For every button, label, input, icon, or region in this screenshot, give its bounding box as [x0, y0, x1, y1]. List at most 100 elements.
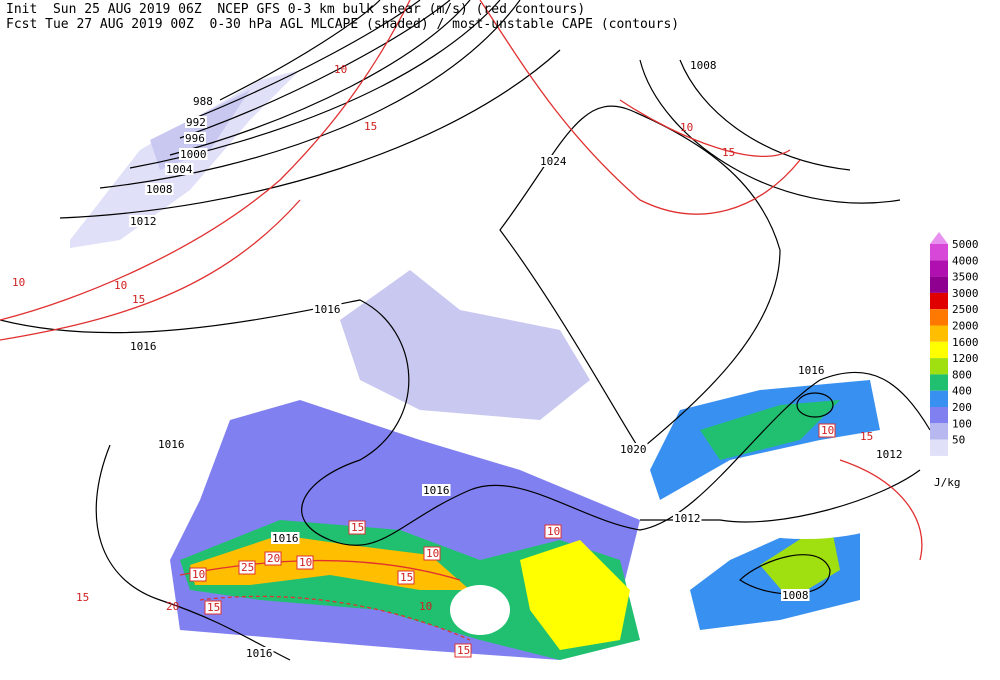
label-bg	[619, 443, 648, 455]
isobar-label: 1016	[158, 438, 185, 451]
shear-label: 15	[76, 591, 89, 604]
isobar-label: 1000	[180, 148, 207, 161]
label-bg	[145, 183, 174, 195]
contour-labels: 9889929961000100410081012101610161016101…	[12, 59, 904, 660]
shear-label: 15	[364, 120, 377, 133]
colorbar-label: 5000	[952, 238, 979, 251]
isobar-label: 1016	[272, 532, 299, 545]
colorbar-swatch	[930, 292, 948, 310]
label-box	[818, 423, 836, 438]
shear-label: 10	[12, 276, 25, 289]
label-bg	[129, 340, 158, 352]
label-bg	[875, 448, 904, 460]
isobar-label: 1008	[782, 589, 809, 602]
label-bg	[129, 215, 158, 227]
colorbar-swatch	[930, 407, 948, 424]
label-box	[423, 546, 441, 561]
shear-label: 15	[132, 293, 145, 306]
label-bg	[245, 647, 274, 659]
header-line: Init Sun 25 AUG 2019 06Z NCEP GFS 0-3 km…	[6, 2, 585, 17]
label-bg	[157, 438, 186, 450]
colorbar-label: 2500	[952, 303, 979, 316]
colorbar-label: 800	[952, 368, 972, 381]
label-box	[204, 600, 222, 615]
shear-label: 10	[299, 556, 312, 569]
label-bg	[422, 484, 451, 496]
shear-label: 15	[400, 571, 413, 584]
shear-contours	[0, 0, 923, 641]
label-bg	[179, 148, 208, 160]
label-bg	[673, 512, 702, 524]
shear-label: 15	[860, 430, 873, 443]
isobar-label: 1020	[620, 443, 647, 456]
shear-label: 10	[192, 568, 205, 581]
colorbar-label: 4000	[952, 254, 979, 267]
shear-label: 10	[547, 525, 560, 538]
isobar-label: 1012	[876, 448, 903, 461]
colorbar-swatch	[930, 374, 948, 391]
label-bg	[185, 116, 207, 128]
label-box	[296, 555, 314, 570]
isobar-label: 1024	[540, 155, 567, 168]
isobar-label: 1004	[166, 163, 193, 176]
label-bg	[539, 155, 568, 167]
shear-label: 10	[114, 279, 127, 292]
isobar-label: 1008	[146, 183, 173, 196]
colorbar-swatch	[930, 341, 948, 359]
isobar-label: 1016	[314, 303, 341, 316]
colorbar-swatch	[930, 325, 948, 342]
label-box	[189, 567, 207, 582]
colorbar-arrow	[930, 232, 948, 244]
colorbar-label: 3000	[952, 287, 979, 300]
colorbar-label: 2000	[952, 320, 979, 333]
shear-label: 10	[680, 121, 693, 134]
label-bg	[192, 95, 214, 107]
shear-label: 15	[457, 644, 470, 657]
colorbar-label: 1600	[952, 336, 979, 349]
isobar-label: 1016	[423, 484, 450, 497]
colorbar-swatch	[930, 423, 948, 440]
colorbar-label: 1200	[952, 352, 979, 365]
shear-label: 10	[821, 424, 834, 437]
label-bg	[184, 132, 206, 144]
isobar-label: 1016	[130, 340, 157, 353]
label-bg	[271, 532, 300, 544]
label-bg	[689, 59, 718, 71]
shear-label: 15	[207, 601, 220, 614]
colorbar-units: J/kg	[934, 476, 961, 489]
colorbar-swatch	[930, 309, 948, 326]
header-line: Fcst Tue 27 AUG 2019 00Z 0-30 hPa AGL ML…	[6, 17, 679, 32]
shear-label: 25	[241, 561, 254, 574]
colorbar-label: 200	[952, 401, 972, 414]
isobar-label: 996	[185, 132, 205, 145]
colorbar-swatch	[930, 260, 948, 277]
isobar-label: 992	[186, 116, 206, 129]
label-box	[397, 570, 415, 585]
label-box	[264, 551, 282, 566]
isobar-label: 1012	[130, 215, 157, 228]
shear-label: 10	[334, 63, 347, 76]
label-bg	[781, 589, 810, 601]
colorbar-swatch	[930, 390, 948, 407]
colorbar-swatch	[930, 244, 948, 261]
label-bg	[165, 163, 194, 175]
colorbar-swatch	[930, 439, 948, 456]
label-box	[238, 560, 256, 575]
colorbar-swatch	[930, 358, 948, 375]
label-box	[348, 520, 366, 535]
colorbar-swatch	[930, 276, 948, 293]
label-box	[544, 524, 562, 539]
colorbar-label: 400	[952, 385, 972, 398]
colorbar-label: 50	[952, 434, 965, 447]
isobar-label: 988	[193, 95, 213, 108]
colorbar-label: 100	[952, 417, 972, 430]
shear-label: 20	[267, 552, 280, 565]
colorbar: 5000 4000 3500 3000 2500 2000 1600 1200 800 400 20…	[930, 232, 979, 489]
isobar-label: 1016	[246, 647, 273, 660]
shear-label: 15	[351, 521, 364, 534]
shear-label: 10	[426, 547, 439, 560]
label-box	[454, 643, 472, 658]
shear-label: 10	[419, 600, 432, 613]
shear-label: 20	[166, 600, 179, 613]
